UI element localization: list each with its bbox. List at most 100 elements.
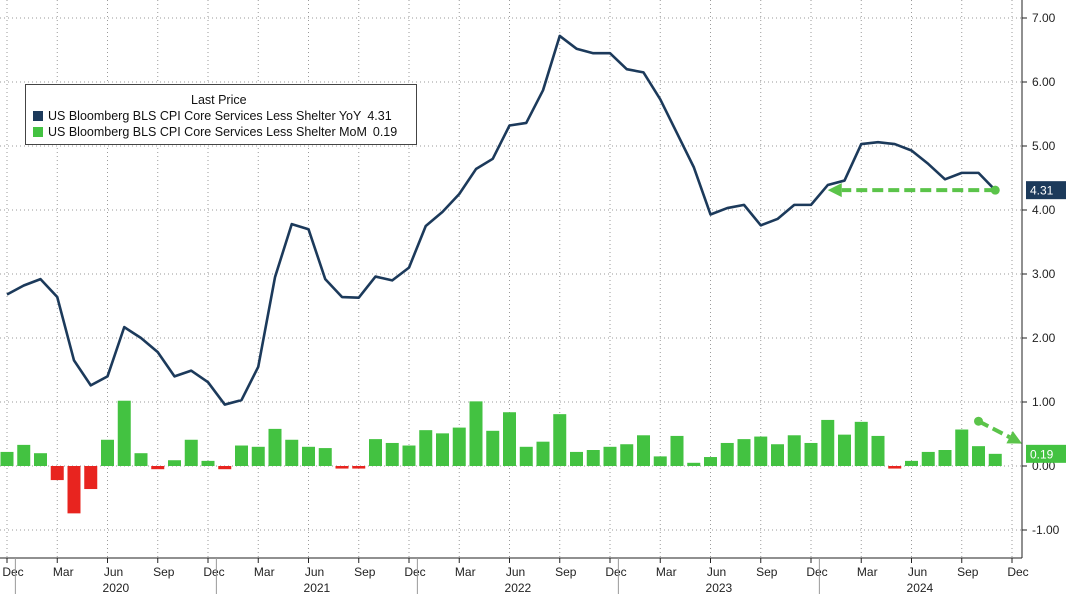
y-tick-label: 4.00 (1032, 203, 1056, 217)
bar-mom (888, 466, 902, 469)
bar-mom (34, 453, 47, 466)
x-month-label: Sep (354, 565, 376, 579)
x-year-label: 2023 (706, 581, 733, 595)
bar-mom (720, 442, 734, 466)
x-month-label: Dec (2, 565, 23, 579)
bar-mom (704, 457, 717, 466)
bar-mom (519, 446, 533, 466)
bar-mom (670, 435, 684, 466)
bar-mom (838, 434, 851, 466)
x-month-label: Jun (104, 565, 123, 579)
bar-mom (50, 466, 64, 481)
bar-mom (653, 456, 667, 466)
chart-legend: Last Price US Bloomberg BLS CPI Core Ser… (25, 84, 417, 145)
x-month-label: Sep (756, 565, 778, 579)
bar-mom (117, 400, 131, 466)
bar-mom (302, 446, 315, 466)
bar-mom (737, 439, 751, 466)
x-month-label: Sep (153, 565, 175, 579)
bar-mom (67, 466, 81, 514)
bar-mom (503, 412, 516, 466)
bar-mom (369, 439, 382, 466)
annotation-arrows (827, 183, 1023, 444)
bar-mom (570, 451, 583, 466)
annotation-arrow-shaft (977, 419, 1011, 439)
x-year-label: 2022 (505, 581, 532, 595)
bar-mom (921, 451, 935, 466)
bar-mom (553, 414, 567, 466)
bar-mom (620, 444, 634, 466)
x-month-label: Dec (203, 565, 224, 579)
bar-mom (955, 429, 969, 466)
y-tick-label: 1.00 (1032, 395, 1056, 409)
legend-value-yoy: 4.31 (367, 109, 392, 123)
bar-mom (787, 435, 801, 466)
x-month-label: Jun (305, 565, 324, 579)
x-year-label: 2024 (907, 581, 934, 595)
bar-mom (335, 466, 349, 469)
bar-series-mom (0, 400, 1002, 514)
legend-label-mom: US Bloomberg BLS CPI Core Services Less … (48, 125, 367, 139)
bar-mom (218, 466, 232, 470)
bar-mom (84, 466, 98, 490)
bar-mom (637, 435, 650, 466)
line-series-yoy (6, 34, 997, 406)
x-month-label: Sep (957, 565, 979, 579)
x-month-label: Sep (555, 565, 577, 579)
y-tick-label: 7.00 (1032, 11, 1056, 25)
bar-mom (469, 401, 483, 466)
bar-mom (151, 466, 165, 470)
bar-mom (854, 421, 868, 466)
y-tick-label: 5.00 (1032, 139, 1056, 153)
y-tick-label: -1.00 (1032, 523, 1060, 537)
bar-mom (235, 445, 248, 466)
last-value-yoy-bg (1026, 181, 1066, 200)
bar-mom (419, 430, 433, 466)
bar-mom (101, 439, 114, 466)
x-month-label: Mar (857, 565, 878, 579)
legend-entry-yoy: US Bloomberg BLS CPI Core Services Less … (33, 109, 392, 123)
bar-mom (201, 460, 215, 466)
x-month-label: Mar (53, 565, 74, 579)
bar-mom (352, 466, 366, 469)
bar-mom (486, 430, 500, 466)
bar-mom (972, 446, 985, 466)
bar-mom (871, 435, 885, 466)
bar-mom (821, 419, 835, 466)
bar-mom (754, 436, 768, 466)
legend-title: Last Price (191, 93, 247, 107)
x-month-label: Dec (1007, 565, 1028, 579)
last-value-yoy-label: 4.31 (1030, 184, 1054, 198)
bar-mom (988, 453, 1002, 466)
bar-mom (905, 460, 918, 466)
line-yoy (6, 34, 997, 406)
x-month-label: Mar (455, 565, 476, 579)
bar-mom (603, 446, 617, 466)
x-year-label: 2020 (103, 581, 130, 595)
legend-entry-mom: US Bloomberg BLS CPI Core Services Less … (33, 125, 397, 139)
bar-mom (268, 428, 282, 466)
bar-mom (318, 448, 332, 466)
bar-mom (17, 444, 31, 466)
x-month-label: Mar (254, 565, 275, 579)
legend-swatch-mom (33, 127, 43, 137)
bar-mom (134, 453, 148, 466)
y-tick-label: 2.00 (1032, 331, 1056, 345)
annotation-arrow-head (1006, 430, 1023, 444)
bar-mom (385, 442, 399, 466)
bar-mom (285, 439, 299, 466)
x-month-label: Jun (908, 565, 927, 579)
last-value-mom-label: 0.19 (1030, 447, 1054, 461)
bar-mom (452, 427, 466, 466)
legend-label-yoy: US Bloomberg BLS CPI Core Services Less … (48, 109, 362, 123)
bar-mom (251, 446, 265, 466)
x-month-label: Jun (707, 565, 726, 579)
x-year-label: 2021 (304, 581, 331, 595)
bar-mom (536, 441, 550, 466)
bar-mom (938, 450, 952, 466)
legend-swatch-yoy (33, 111, 43, 121)
bar-mom (436, 433, 449, 466)
last-value-mom-bg (1026, 444, 1066, 463)
x-month-label: Dec (605, 565, 626, 579)
